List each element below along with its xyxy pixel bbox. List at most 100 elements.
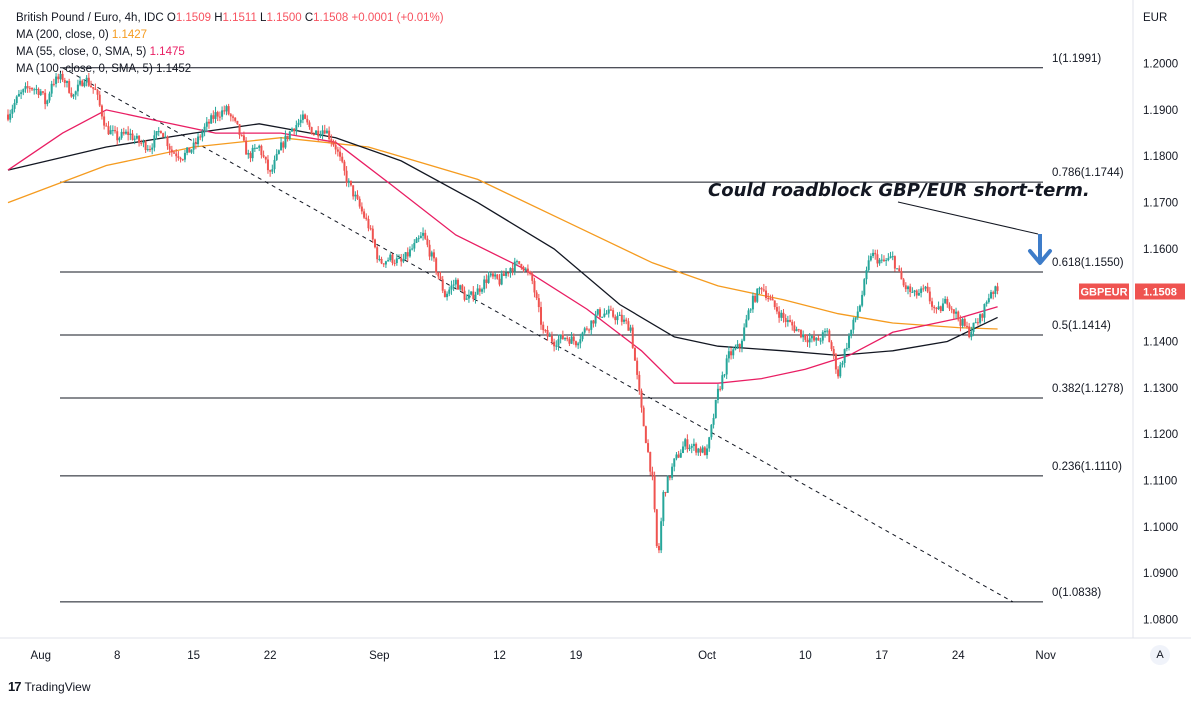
candle-body	[854, 317, 857, 320]
candle-body	[127, 131, 130, 135]
candle-body	[483, 279, 486, 290]
auto-scale-button[interactable]: A	[1150, 645, 1170, 665]
candle-body	[778, 311, 781, 318]
candle-body	[190, 149, 193, 153]
x-tick-label: 8	[114, 650, 120, 662]
candle-body	[17, 93, 20, 97]
candle-body	[889, 256, 892, 259]
candle-body	[221, 110, 224, 117]
candle-body	[81, 80, 84, 87]
candle-body	[234, 117, 237, 121]
candle-body	[762, 289, 765, 291]
candle-body	[697, 448, 700, 453]
candle-body	[926, 286, 929, 292]
candle-body	[87, 77, 90, 86]
candle-body	[915, 290, 918, 296]
candle-body	[909, 286, 912, 292]
candle-body	[756, 288, 759, 302]
candle-body	[236, 120, 239, 125]
candle-body	[911, 291, 914, 293]
candle-body	[655, 509, 658, 546]
candle-body	[786, 319, 789, 323]
candle-body	[162, 133, 165, 138]
candle-body	[253, 147, 256, 149]
candle-body	[865, 270, 868, 280]
candle-body	[732, 349, 735, 356]
candle-body	[301, 114, 304, 120]
x-tick-label: Sep	[369, 650, 389, 662]
candle-body	[476, 288, 479, 295]
candle-body	[343, 161, 346, 171]
candle-body	[164, 136, 167, 138]
close-value: 1.1508	[313, 12, 349, 24]
currency-label: EUR	[1143, 12, 1167, 24]
candle-body	[284, 135, 287, 148]
candle-body	[583, 328, 586, 333]
candle-body	[207, 121, 210, 124]
candle-body	[55, 76, 58, 84]
x-tick-label: 10	[799, 650, 812, 662]
candle-body	[72, 94, 75, 97]
candle-body	[946, 298, 949, 305]
candle-body	[459, 285, 462, 290]
candle-body	[699, 448, 702, 453]
candle-body	[867, 260, 870, 271]
candle-body	[574, 341, 577, 346]
fib-level-label: 0.5(1.1414)	[1052, 320, 1111, 332]
candle-body	[258, 145, 261, 148]
candle-body	[319, 134, 322, 137]
candle-body	[408, 249, 411, 257]
fib-level-label: 1(1.1991)	[1052, 53, 1101, 65]
candle-body	[467, 294, 470, 299]
candle-body	[852, 319, 855, 330]
candle-body	[885, 260, 888, 262]
candle-body	[260, 145, 263, 156]
candle-body	[266, 159, 269, 171]
candle-body	[39, 91, 42, 95]
candle-body	[332, 142, 335, 146]
candle-body	[107, 126, 110, 135]
candle-body	[535, 292, 538, 299]
candle-body	[588, 329, 591, 331]
candle-body	[609, 309, 612, 311]
candle-body	[804, 334, 807, 340]
candle-body	[94, 88, 97, 90]
legend-ma100-row[interactable]: MA (100, close, 0, SMA, 5) 1.1452	[16, 61, 444, 78]
candle-body	[629, 327, 632, 331]
candle-body	[994, 286, 997, 294]
change-value: +0.0001 (+0.01%)	[351, 12, 444, 24]
candle-body	[201, 132, 204, 138]
footer-brand[interactable]: 17 TradingView	[8, 679, 91, 694]
candle-body	[749, 309, 752, 311]
annotation-text: Could roadblock GBP/EUR short-term.	[708, 180, 1090, 201]
candle-body	[157, 131, 160, 133]
candle-body	[734, 347, 737, 350]
legend-ma200-row[interactable]: MA (200, close, 0) 1.1427	[16, 27, 444, 44]
candle-body	[751, 295, 754, 310]
candle-body	[446, 293, 449, 298]
y-tick-label: 1.1400	[1143, 337, 1178, 349]
candle-body	[280, 142, 283, 151]
candle-body	[623, 319, 626, 322]
candle-body	[754, 295, 757, 302]
candle-body	[843, 349, 846, 363]
candle-body	[579, 339, 582, 344]
candle-body	[716, 388, 719, 400]
candle-body	[336, 149, 339, 152]
candle-body	[402, 259, 405, 262]
candle-body	[712, 417, 715, 425]
candle-body	[649, 451, 652, 472]
candle-body	[373, 239, 376, 248]
candle-body	[454, 279, 457, 285]
candle-body	[518, 261, 521, 265]
candle-body	[470, 291, 473, 295]
candle-body	[496, 274, 499, 279]
ma200-label: MA (200, close, 0)	[16, 29, 109, 41]
candle-body	[701, 447, 704, 453]
candle-body	[478, 288, 481, 292]
candle-body	[384, 261, 387, 265]
legend-ma55-row[interactable]: MA (55, close, 0, SMA, 5) 1.1475	[16, 44, 444, 61]
candle-body	[544, 330, 547, 332]
candle-body	[745, 319, 748, 328]
x-tick-label: Oct	[698, 650, 717, 662]
